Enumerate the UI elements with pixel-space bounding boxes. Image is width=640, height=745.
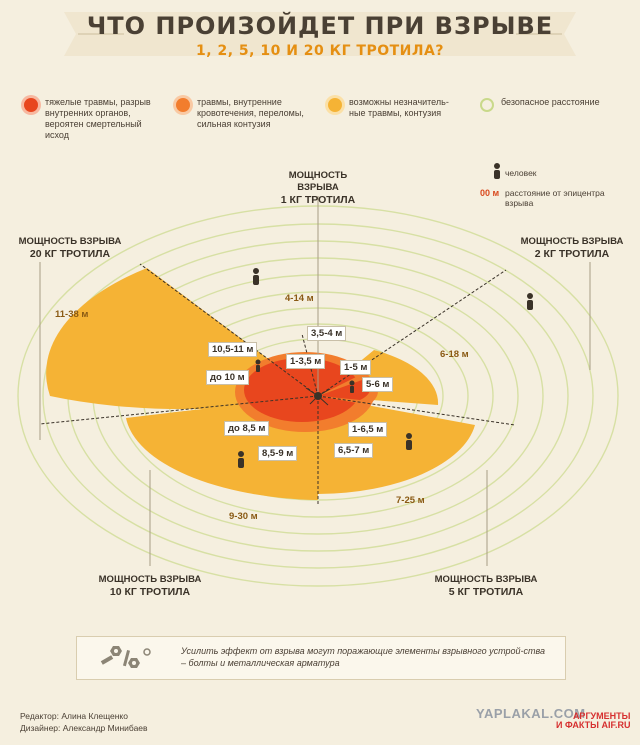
title-ribbon — [64, 12, 576, 56]
mini-legend-distance-label: расстояние от эпицентра взрыва — [505, 188, 605, 208]
light-dot-icon — [328, 98, 342, 112]
watermark-yaplakal: YAPLAKAL.COM — [476, 706, 586, 721]
aif-line2: И ФАКТЫ AIF.RU — [556, 720, 631, 730]
distance-2kg-outer: 5-6 м — [362, 377, 394, 392]
power-label-line2: 10 КГ ТРОТИЛА — [109, 586, 191, 598]
aif-line1: АРГУМЕНТЫ — [572, 711, 631, 721]
watermark-aif: АРГУМЕНТЫ И ФАКТЫ AIF.RU — [556, 712, 630, 730]
distance-1kg-outer: 3,5-4 м — [307, 326, 347, 341]
distance-5kg-inner: 1-6,5 м — [348, 422, 388, 437]
power-label-line1: МОЩНОСТЬ ВЗРЫВА — [18, 236, 122, 247]
distance-20kg-safe: 11-38 м — [55, 309, 89, 320]
legend-label: безопасное расстояние — [501, 97, 600, 107]
power-label-line1: МОЩНОСТЬ ВЗРЫВА — [288, 170, 348, 193]
note-box: Усилить эффект от взрыва могут поражающи… — [76, 636, 566, 680]
distance-10kg-safe: 9-30 м — [229, 511, 258, 522]
severe-dot-icon — [24, 98, 38, 112]
legend-item-medium: травмы, внутренние кровотечения, перелом… — [176, 97, 317, 130]
power-label-1kg: МОЩНОСТЬ ВЗРЫВА 1 КГ ТРОТИЛА — [268, 170, 368, 206]
sector-5kg-light — [318, 396, 475, 494]
page-title: ЧТО ПРОИЗОЙДЕТ ПРИ ВЗРЫВЕ — [86, 12, 554, 40]
power-label-10kg: МОЩНОСТЬ ВЗРЫВА 10 КГ ТРОТИЛА — [98, 574, 202, 598]
medium-dot-icon — [176, 98, 190, 112]
power-label-5kg: МОЩНОСТЬ ВЗРЫВА 5 КГ ТРОТИЛА — [434, 574, 538, 598]
power-label-line1: МОЩНОСТЬ ВЗРЫВА — [520, 236, 624, 247]
power-label-line2: 5 КГ ТРОТИЛА — [448, 586, 524, 598]
power-label-20kg: МОЩНОСТЬ ВЗРЫВА 20 КГ ТРОТИЛА — [18, 236, 122, 260]
power-label-line2: 2 КГ ТРОТИЛА — [534, 248, 610, 260]
distance-5kg-safe: 7-25 м — [396, 495, 425, 506]
page-subtitle: 1, 2, 5, 10 И 20 КГ ТРОТИЛА? — [196, 43, 444, 59]
legend-label: возможны незначитель-ные травмы, контузи… — [349, 97, 449, 118]
legend-label: травмы, внутренние кровотечения, перелом… — [197, 97, 304, 129]
distance-symbol: 00 м — [480, 188, 500, 198]
distance-10kg-inner: до 8,5 м — [224, 421, 270, 436]
power-label-line1: МОЩНОСТЬ ВЗРЫВА — [98, 574, 202, 585]
core-severe — [244, 358, 360, 422]
distance-2kg-safe: 6-18 м — [440, 349, 469, 360]
mini-legend-distance: 00 м — [480, 188, 499, 198]
distance-5kg-outer: 6,5-7 м — [334, 443, 374, 458]
credits: Редактор: Алина Клещенко Дизайнер: Алекс… — [20, 710, 148, 734]
power-label-2kg: МОЩНОСТЬ ВЗРЫВА 2 КГ ТРОТИЛА — [520, 236, 624, 260]
editor-credit: Редактор: Алина Клещенко — [20, 711, 128, 721]
note-text: Усилить эффект от взрыва могут поражающи… — [181, 646, 546, 668]
distance-20kg-outer: 10,5-11 м — [208, 342, 258, 357]
legend-item-safe: безопасное расстояние — [480, 97, 631, 112]
legend-label: тяжелые травмы, разрыв внутренних органо… — [45, 97, 151, 140]
power-label-line2: 20 КГ ТРОТИЛА — [29, 248, 111, 260]
bolts-icon — [100, 646, 151, 668]
distance-1kg-safe: 4-14 м — [285, 293, 314, 304]
legend-item-severe: тяжелые травмы, разрыв внутренних органо… — [24, 97, 165, 141]
legend-item-light: возможны незначитель-ные травмы, контузи… — [328, 97, 465, 119]
power-label-line2: 1 КГ ТРОТИЛА — [280, 194, 356, 206]
designer-credit: Дизайнер: Александр Минибаев — [20, 723, 148, 733]
safe-dot-icon — [480, 98, 494, 112]
distance-20kg-inner: до 10 м — [206, 370, 249, 385]
distance-2kg-inner: 1-5 м — [340, 360, 372, 375]
person-icon — [238, 163, 533, 468]
mini-legend-person: человек — [505, 168, 537, 178]
distance-1kg-inner: 1-3,5 м — [286, 354, 326, 369]
power-label-line1: МОЩНОСТЬ ВЗРЫВА — [434, 574, 538, 585]
distance-10kg-outer: 8,5-9 м — [258, 446, 298, 461]
